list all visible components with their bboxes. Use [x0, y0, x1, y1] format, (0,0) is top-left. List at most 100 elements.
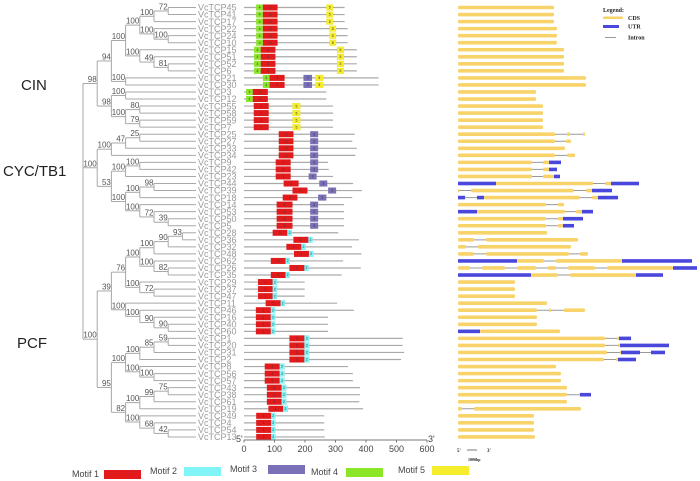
motif-number: 3	[331, 189, 333, 193]
bootstrap-value: 90	[159, 319, 168, 328]
motif-number: 1	[296, 344, 298, 348]
gene-label: VcTCP3	[198, 87, 232, 97]
cds-segment	[458, 160, 532, 165]
cds-segment	[607, 266, 673, 270]
cds-segment	[458, 238, 474, 242]
motif-1-box	[276, 208, 293, 215]
cds-segment	[471, 188, 574, 193]
cds-segment	[458, 301, 547, 305]
utr-segment	[619, 336, 631, 341]
gene-label: VcTCP59	[198, 115, 237, 125]
motif-number: 1	[275, 407, 277, 411]
motif-number: 1	[259, 90, 261, 94]
cds-segment	[458, 188, 460, 193]
utr-segment	[458, 259, 517, 263]
motif-number: 1	[284, 217, 286, 221]
motif-number: 5	[329, 13, 331, 17]
motif-number: 2	[274, 287, 276, 291]
motif-number: 1	[267, 55, 269, 59]
cds-legend-swatch	[603, 16, 623, 19]
cds-segment	[458, 153, 555, 158]
cds-segment	[458, 435, 535, 439]
cds-segment	[567, 153, 575, 158]
gene-label: VcTCP15	[198, 45, 237, 55]
utr-segment	[549, 160, 561, 165]
motif-number: 3	[307, 76, 309, 80]
cds-segment	[458, 33, 557, 38]
gene-label: VcTCP49	[198, 411, 237, 421]
motif-2-box	[281, 391, 287, 398]
motif-number: 1	[272, 301, 274, 305]
motif-5-box	[329, 25, 337, 32]
cds-segment	[458, 146, 565, 151]
cds-segment	[474, 406, 581, 411]
motif-number: 3	[321, 196, 323, 200]
motif-number: 5	[340, 69, 342, 73]
cds-segment	[458, 378, 561, 383]
motif-2-box	[281, 398, 287, 405]
gene-label: VcTCP11	[198, 298, 236, 308]
utr-segment	[611, 181, 639, 186]
cds-segment	[458, 167, 532, 172]
utr-segment	[477, 195, 484, 200]
bootstrap-value: 100	[126, 363, 140, 372]
bootstrap-value: 75	[159, 383, 168, 392]
cds-segment	[458, 54, 564, 59]
utr-segment	[620, 343, 669, 348]
motif-number: 5	[332, 41, 334, 45]
cds-segment	[458, 287, 515, 291]
bootstrap-value: 39	[159, 214, 168, 223]
motif-number: 4	[256, 48, 258, 52]
motif-number: 2	[272, 421, 274, 425]
bootstrap-value: 100	[83, 331, 97, 340]
gene-label: VcTCP46	[198, 305, 237, 315]
motif-5-box	[326, 18, 334, 25]
utr-segment	[618, 357, 636, 362]
motif-2-box	[285, 257, 290, 265]
gene-label: VcTCP39	[198, 186, 237, 196]
motif-number: 1	[277, 259, 279, 263]
gene-label: VcTCP52	[198, 59, 237, 69]
utr-segment	[563, 223, 574, 228]
motif-number: 2	[302, 245, 304, 249]
motif-number: 1	[285, 132, 287, 136]
utr-segment	[621, 350, 640, 355]
motif-2-box	[272, 278, 278, 286]
cds-segment	[486, 252, 569, 256]
motif-1-box	[253, 116, 269, 124]
cds-segment	[458, 230, 547, 235]
gene-label: VcTCP20	[198, 341, 237, 351]
bootstrap-value: 93	[173, 228, 182, 237]
motif-number: 2	[272, 315, 274, 319]
cds-segment	[458, 90, 536, 94]
motif-5-box	[292, 102, 301, 110]
cds-segment	[458, 118, 543, 122]
motif-number: 2	[310, 238, 312, 242]
motif-5-box	[329, 39, 337, 46]
motif-1-box	[260, 46, 276, 53]
motif-number: 2	[272, 414, 274, 418]
motif-number: 1	[267, 69, 269, 73]
bootstrap-value: 99	[145, 388, 154, 397]
cds-segment	[458, 125, 543, 129]
motif-number: 2	[306, 266, 308, 270]
gene-label: VcTCP47	[198, 291, 237, 301]
bootstrap-value: 100	[126, 47, 140, 56]
utr-segment	[458, 181, 496, 186]
motif-2-box	[304, 356, 310, 363]
bootstrap-value: 100	[126, 184, 140, 193]
motif-number: 4	[259, 13, 261, 17]
bootstrap-value: 100	[112, 32, 126, 41]
gene-label: VcTCP33	[198, 144, 237, 154]
motif-number: 1	[282, 161, 284, 165]
gene-label: VcTCP30	[198, 80, 237, 90]
cds-segment	[458, 97, 536, 101]
gene-structure-panel	[458, 5, 697, 439]
gene-label: VcTCP62	[198, 256, 237, 266]
motif-number: 3	[313, 161, 315, 165]
motif-legend-label: Motif 1	[72, 469, 99, 479]
motif-number: 5	[340, 55, 342, 59]
motif-number: 4	[259, 20, 261, 24]
cds-segment	[458, 40, 557, 45]
motif-1-box	[253, 109, 269, 117]
